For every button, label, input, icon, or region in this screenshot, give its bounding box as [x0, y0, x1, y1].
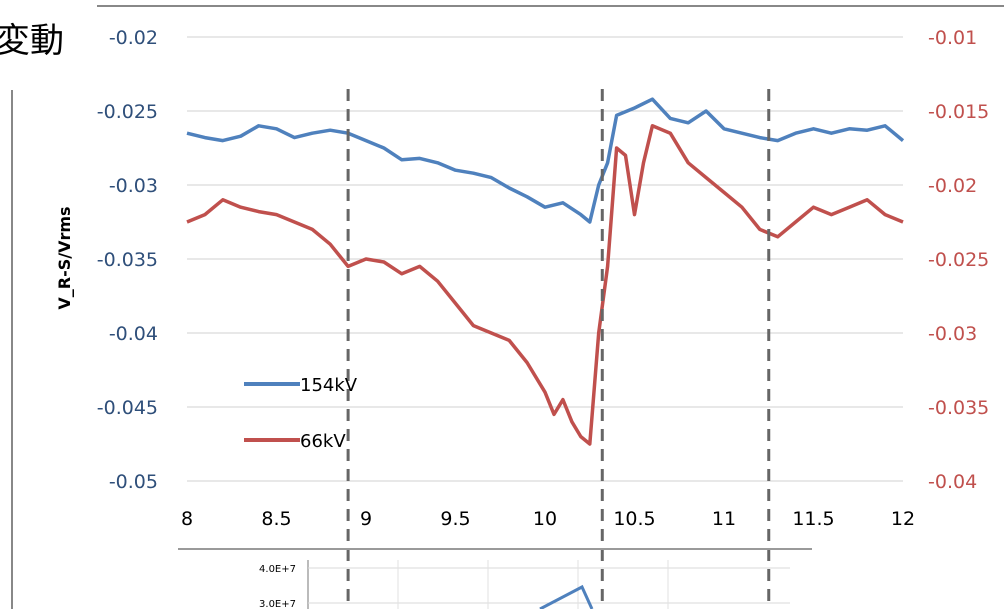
gridlines — [187, 36, 903, 482]
right-tick-label: -0.035 — [928, 397, 989, 419]
x-tick-label: 9 — [360, 508, 372, 530]
right-tick-label: -0.015 — [928, 101, 989, 123]
x-tick-label: 11.5 — [792, 508, 834, 530]
x-tick-label: 10 — [533, 508, 557, 530]
legend-label-154kv: 154kV — [300, 375, 358, 396]
inset-chart: 4.0E+7 3.0E+7 — [178, 548, 812, 609]
x-tick-label: 12 — [891, 508, 915, 530]
y-axis-label: V_R-S/Vrms — [55, 206, 74, 309]
right-tick-label: -0.03 — [928, 323, 977, 345]
inset-tick-label-1: 3.0E+7 — [259, 599, 296, 609]
x-axis-ticks: 8 8.5 9 9.5 10 10.5 11 11.5 12 — [181, 508, 915, 530]
legend-label-66kv: 66kV — [300, 431, 346, 452]
left-tick-label: -0.03 — [109, 175, 158, 197]
x-tick-label: 10.5 — [613, 508, 655, 530]
series-lines — [186, 97, 905, 446]
legend: 154kV 66kV — [244, 375, 358, 452]
x-tick-label: 8 — [181, 508, 193, 530]
right-tick-label: -0.025 — [928, 249, 989, 271]
inset-tick-label-0: 4.0E+7 — [259, 564, 296, 575]
inset-series-line — [539, 584, 594, 609]
x-tick-label: 8.5 — [261, 508, 291, 530]
series-line-66kv — [186, 124, 904, 446]
series-line-154kv — [186, 97, 905, 224]
x-tick-label: 9.5 — [440, 508, 470, 530]
right-tick-label: -0.04 — [928, 471, 977, 493]
x-tick-label: 11 — [712, 508, 736, 530]
left-tick-label: -0.035 — [97, 249, 158, 271]
left-tick-label: -0.045 — [97, 397, 158, 419]
right-tick-label: -0.01 — [928, 27, 977, 49]
left-tick-label: -0.04 — [109, 323, 158, 345]
left-tick-label: -0.025 — [97, 101, 158, 123]
left-tick-label: -0.05 — [109, 471, 158, 493]
right-tick-label: -0.02 — [928, 175, 977, 197]
heading-fragment: 変動 — [0, 21, 64, 61]
right-axis-ticks: -0.01 -0.015 -0.02 -0.025 -0.03 -0.035 -0.04 — [928, 27, 989, 493]
vertical-markers — [346, 89, 771, 609]
left-tick-label: -0.02 — [109, 27, 158, 49]
left-axis-ticks: -0.02 -0.025 -0.03 -0.035 -0.04 -0.045 -0.05 — [97, 27, 158, 493]
